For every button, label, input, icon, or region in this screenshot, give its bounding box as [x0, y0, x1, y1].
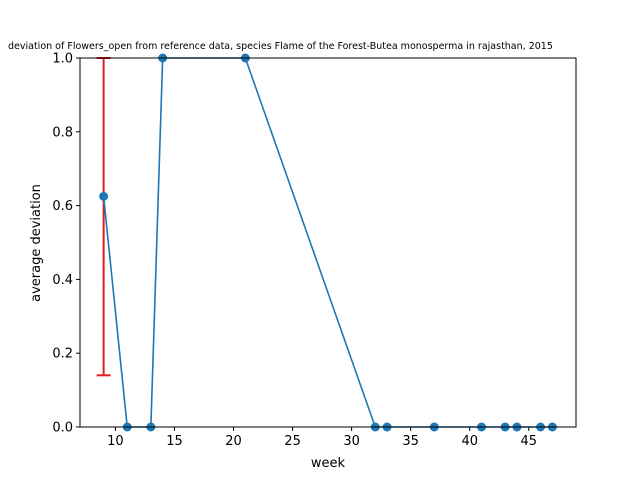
- chart-title: deviation of Flowers_open from reference…: [8, 41, 553, 52]
- x-tick-label: 25: [284, 434, 301, 449]
- y-tick-label: 1.0: [52, 52, 73, 67]
- x-axis-label: week: [311, 456, 346, 471]
- y-tick-label: 0.0: [52, 421, 73, 436]
- x-tick-label: 30: [343, 434, 360, 449]
- y-tick-label: 0.8: [52, 125, 73, 140]
- y-tick-label: 0.6: [52, 199, 73, 214]
- x-tick-label: 40: [461, 434, 478, 449]
- x-tick-label: 15: [166, 434, 183, 449]
- data-point: [99, 191, 109, 201]
- y-tick-label: 0.4: [52, 273, 73, 288]
- x-tick-label: 35: [402, 434, 419, 449]
- x-tick-label: 20: [225, 434, 242, 449]
- x-tick-label: 10: [107, 434, 124, 449]
- y-tick-label: 0.2: [52, 347, 73, 362]
- y-axis: 0.0 0.2 0.4 0.6 0.8 1.0: [52, 52, 80, 436]
- y-axis-label: average deviation: [29, 184, 44, 302]
- series-line: [102, 57, 553, 428]
- plot-frame: [79, 57, 577, 428]
- x-tick-label: 45: [520, 434, 537, 449]
- x-axis: 10 15 20 25 30 35 40 45: [107, 427, 537, 449]
